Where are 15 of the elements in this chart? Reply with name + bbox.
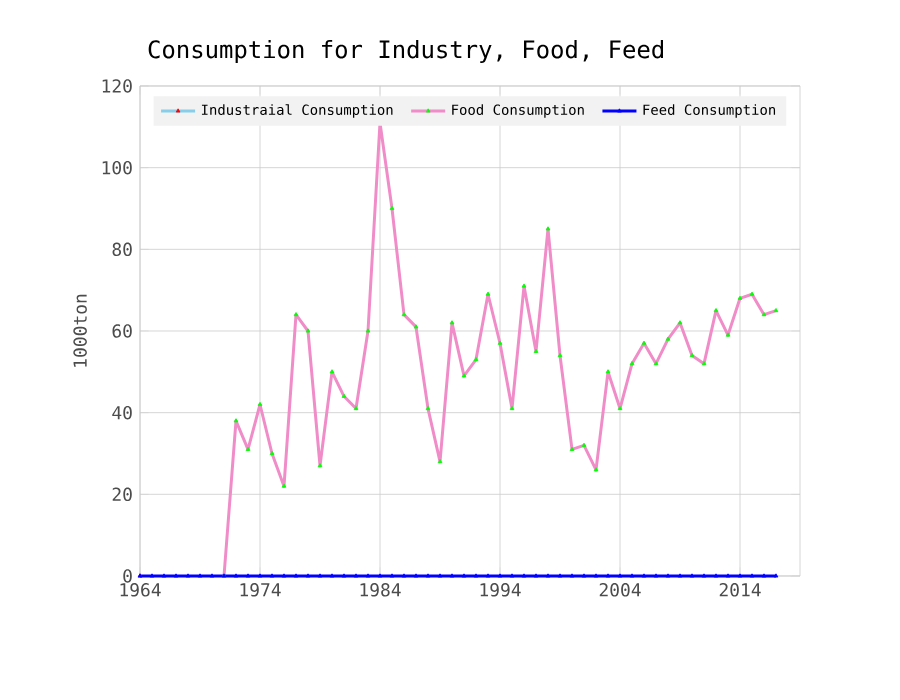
y-tick-label: 80: [112, 242, 132, 257]
y-tick-label: 100: [102, 160, 132, 175]
y-tick-label: 120: [102, 79, 132, 93]
y-tick-label: 0: [123, 569, 132, 583]
y-axis-title: 1000ton: [73, 294, 87, 367]
x-tick-label: 2004: [599, 583, 641, 597]
y-tick-label: 20: [112, 487, 132, 502]
x-tick-label: 1974: [240, 583, 281, 597]
x-tick-label: 1984: [360, 583, 401, 597]
y-tick-label: 40: [112, 405, 132, 420]
x-tick-label: 1994: [480, 583, 521, 597]
chart-title: Consumption for Industry, Food, Feed: [148, 39, 663, 64]
x-tick-label: 2014: [719, 583, 761, 597]
y-tick-label: 60: [112, 324, 132, 338]
x-tick-label: 1964: [120, 583, 161, 597]
